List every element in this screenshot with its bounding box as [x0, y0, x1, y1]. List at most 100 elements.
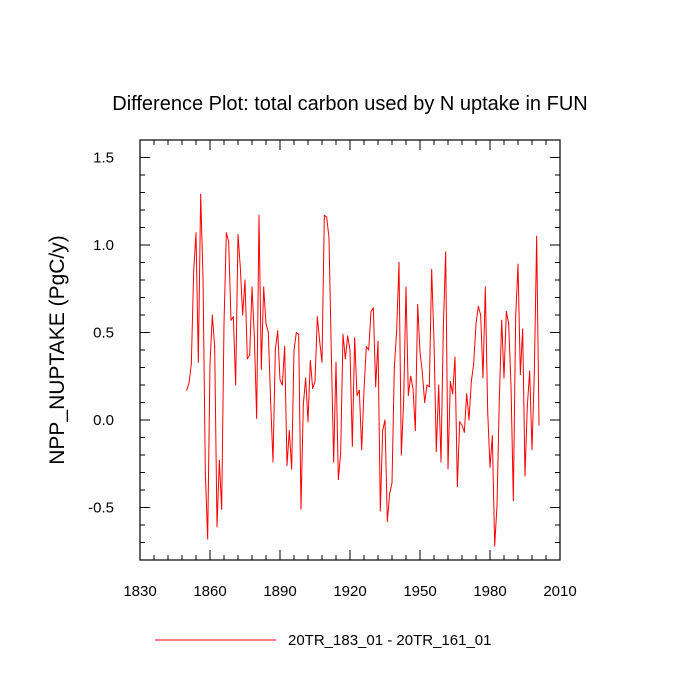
data-point: [335, 361, 337, 363]
data-point: [456, 486, 458, 487]
data-point: [519, 374, 521, 375]
data-point: [452, 393, 454, 395]
y-tick-label: -0.5: [88, 500, 114, 517]
data-point: [428, 386, 430, 388]
data-point: [288, 430, 290, 431]
data-point: [342, 333, 344, 335]
data-point: [195, 232, 197, 234]
data-point: [407, 395, 409, 396]
data-point: [349, 349, 351, 351]
data-point: [260, 368, 262, 370]
data-point: [384, 419, 386, 421]
x-axis-tick-labels: 1830 1860 1890 1920 1950 1980 2010: [123, 583, 576, 600]
data-point: [454, 356, 456, 358]
data-point: [424, 402, 426, 403]
data-point: [447, 468, 449, 470]
data-point: [470, 381, 472, 382]
y-tick-label: 0.0: [93, 412, 114, 429]
data-point: [505, 311, 507, 312]
data-point: [270, 402, 272, 403]
data-point: [300, 508, 302, 510]
data-point: [515, 316, 517, 318]
data-point: [323, 214, 325, 216]
data-point: [258, 214, 260, 216]
data-point: [512, 500, 514, 501]
data-point: [421, 372, 423, 374]
data-point: [221, 508, 223, 510]
data-point: [286, 465, 288, 466]
data-point: [529, 370, 531, 372]
data-point: [333, 461, 335, 463]
data-point: [491, 435, 493, 437]
x-tick-label: 1980: [473, 583, 506, 600]
data-point: [501, 319, 503, 321]
data-point: [433, 340, 435, 342]
data-point: [482, 377, 484, 379]
data-point: [498, 398, 500, 400]
data-point: [459, 421, 461, 423]
data-point: [216, 526, 218, 528]
data-point: [398, 262, 400, 263]
data-point: [379, 510, 381, 512]
data-point: [400, 454, 402, 456]
data-point: [440, 461, 442, 463]
data-point: [223, 323, 225, 325]
data-point: [526, 405, 528, 407]
chart-title: Difference Plot: total carbon used by N …: [112, 93, 587, 115]
data-point: [365, 346, 367, 347]
data-point: [375, 386, 377, 388]
data-point: [188, 382, 190, 384]
data-point: [442, 326, 444, 328]
data-point: [417, 304, 419, 305]
data-point: [207, 538, 209, 540]
data-point: [356, 395, 358, 396]
x-tick-label: 1860: [193, 583, 226, 600]
data-point: [475, 323, 477, 325]
data-point: [305, 377, 307, 379]
data-point: [232, 316, 234, 318]
data-point: [463, 431, 465, 433]
data-point: [284, 346, 286, 347]
y-axis-label: NPP_NUPTAKE (PgC/y): [46, 235, 69, 465]
data-point: [330, 353, 332, 354]
y-axis-tick-labels: -0.5 0.0 0.5 1.0 1.5: [88, 150, 114, 517]
data-point: [466, 393, 468, 395]
data-point: [211, 314, 213, 316]
data-point: [242, 314, 244, 316]
data-point: [435, 451, 437, 452]
data-point: [328, 237, 330, 239]
data-point: [361, 449, 363, 451]
data-point: [256, 417, 258, 419]
data-point: [449, 381, 451, 382]
data-point: [370, 311, 372, 312]
data-point: [281, 384, 283, 386]
data-point: [445, 251, 447, 253]
data-point: [517, 263, 519, 265]
data-point: [461, 424, 463, 426]
data-point: [484, 286, 486, 288]
data-point: [237, 234, 239, 235]
data-point: [393, 367, 395, 368]
data-point: [522, 328, 524, 330]
data-point: [508, 323, 510, 325]
data-point: [312, 388, 314, 389]
data-point: [382, 430, 384, 431]
data-point: [468, 419, 470, 421]
data-point: [368, 349, 370, 351]
data-point: [274, 349, 276, 351]
data-point: [204, 472, 206, 473]
data-point: [363, 389, 365, 391]
data-point: [316, 316, 318, 318]
data-point: [302, 403, 304, 405]
data-point: [473, 363, 475, 365]
data-point: [340, 452, 342, 454]
data-point: [533, 372, 535, 374]
data-point: [295, 332, 297, 333]
data-point: [524, 475, 526, 477]
data-point: [412, 388, 414, 389]
data-point: [277, 330, 279, 332]
data-point: [293, 349, 295, 351]
data-point: [405, 286, 407, 288]
data-point: [291, 468, 293, 470]
